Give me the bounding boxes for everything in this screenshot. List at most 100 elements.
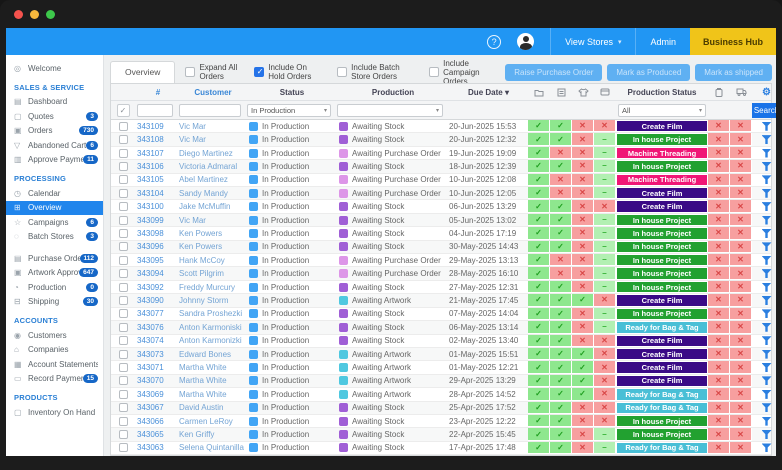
sidebar-item-calendar[interactable]: ◷ Calendar	[6, 186, 103, 201]
sidebar-item-shipping[interactable]: ⊟ Shipping 30	[6, 295, 103, 310]
row-checkbox[interactable]	[118, 443, 128, 453]
filter-icon[interactable]	[761, 416, 772, 426]
order-number-link[interactable]: 343107	[137, 148, 164, 158]
table-row[interactable]: 343094 Scott Pilgrim In Production Awaiting…	[111, 267, 772, 281]
order-number-link[interactable]: 343104	[137, 188, 164, 198]
filter-icon[interactable]	[761, 309, 772, 319]
filter-icon[interactable]	[761, 135, 772, 145]
view-stores-menu[interactable]: View Stores ▾	[550, 28, 635, 55]
table-row[interactable]: 343107 Diego Martinez In Production Awaitin…	[111, 146, 772, 161]
tab-overview[interactable]: Overview	[110, 61, 176, 83]
order-number-link[interactable]: 343076	[137, 322, 164, 332]
row-checkbox[interactable]	[118, 363, 128, 373]
customer-link[interactable]: Sandy Mandy	[179, 188, 228, 198]
table-row[interactable]: 343066 Carmen LeRoy In Production Awaiting …	[111, 414, 772, 429]
header-customer[interactable]: Customer	[194, 87, 232, 97]
row-checkbox[interactable]	[118, 215, 128, 225]
customer-link[interactable]: Martha White	[179, 363, 227, 373]
customer-link[interactable]: Martha White	[179, 376, 227, 386]
customer-filter-input[interactable]	[179, 103, 241, 117]
customer-link[interactable]: Anton Karmonizki	[179, 336, 242, 346]
order-number-link[interactable]: 343066	[137, 416, 164, 426]
row-checkbox[interactable]	[118, 148, 128, 158]
row-checkbox[interactable]	[118, 228, 128, 238]
order-number-link[interactable]: 343099	[137, 215, 164, 225]
checkbox-expand-all-orders[interactable]: Expand All Orders	[185, 63, 242, 81]
order-number-link[interactable]: 343073	[137, 349, 164, 359]
mark-as-produced-button[interactable]: Mark as Produced	[607, 63, 691, 81]
checkbox-include-on-hold-orders[interactable]: Include On Hold Orders	[254, 63, 325, 81]
document-icon[interactable]	[550, 88, 572, 97]
customer-link[interactable]: Jake McMuffin	[179, 202, 231, 212]
customer-link[interactable]: Carmen LeRoy	[179, 416, 233, 426]
header-production-status[interactable]: Production Status	[627, 87, 697, 97]
row-checkbox[interactable]	[118, 121, 128, 131]
raise-purchase-order-button[interactable]: Raise Purchase Order	[505, 63, 603, 81]
row-checkbox[interactable]	[118, 309, 128, 319]
filter-icon[interactable]	[761, 175, 772, 185]
order-number-link[interactable]: 343109	[137, 121, 164, 131]
order-number-link[interactable]: 343069	[137, 389, 164, 399]
order-number-link[interactable]: 343074	[137, 336, 164, 346]
row-checkbox[interactable]	[118, 336, 128, 346]
order-number-link[interactable]: 343095	[137, 255, 164, 265]
sidebar-item-record-payments[interactable]: ▭ Record Payments15	[6, 372, 103, 387]
table-row[interactable]: 343092 Freddy Murcury In Production Awaitin…	[111, 280, 772, 295]
row-checkbox[interactable]	[118, 282, 128, 292]
table-row[interactable]: 343099 Vic Mar In Production Awaiting Stock…	[111, 213, 772, 228]
row-checkbox[interactable]	[118, 202, 128, 212]
sidebar-item-companies[interactable]: ⌂ Companies	[6, 343, 103, 358]
customer-link[interactable]: Ken Powers	[179, 228, 223, 238]
row-checkbox[interactable]	[118, 242, 128, 252]
checkbox-box[interactable]	[337, 67, 348, 77]
order-number-link[interactable]: 343096	[137, 242, 164, 252]
row-checkbox[interactable]	[118, 322, 128, 332]
table-row[interactable]: 343069 Martha White In Production Awaiting …	[111, 388, 772, 402]
sidebar-item-batch-stores[interactable]: ◌ Batch Stores 3	[6, 230, 103, 245]
order-number-link[interactable]: 343098	[137, 228, 164, 238]
close-window-button[interactable]	[14, 10, 23, 19]
table-row[interactable]: 343098 Ken Powers In Production Awaiting St…	[111, 227, 772, 241]
table-row[interactable]: 343077 Sandra Proshezki In Production Await…	[111, 307, 772, 322]
customer-link[interactable]: Victoria Admaral	[179, 161, 238, 171]
checkbox-box[interactable]	[254, 67, 265, 77]
customer-link[interactable]: Diego Martinez	[179, 148, 233, 158]
order-number-link[interactable]: 343108	[137, 135, 164, 145]
row-checkbox[interactable]	[118, 188, 128, 198]
folder-icon[interactable]	[528, 88, 550, 97]
table-row[interactable]: 343108 Vic Mar In Production Awaiting Stock…	[111, 133, 772, 147]
id-filter-input[interactable]	[137, 103, 173, 117]
order-number-link[interactable]: 343092	[137, 282, 164, 292]
checkbox-include-campaign-orders[interactable]: Include Campaign Orders	[429, 59, 505, 86]
order-number-link[interactable]: 343105	[137, 175, 164, 185]
table-row[interactable]: 343063 Selena Quintanilla In Production Awa…	[111, 441, 772, 456]
sidebar-item-purchase-orders[interactable]: ▤ Purchase Orders112	[6, 251, 103, 266]
order-number-link[interactable]: 343090	[137, 295, 164, 305]
card-icon[interactable]	[594, 88, 616, 96]
filter-icon[interactable]	[761, 389, 772, 399]
shirt-icon[interactable]	[572, 87, 594, 97]
table-row[interactable]: 343109 Vic Mar In Production Awaiting Stock…	[111, 120, 772, 134]
production-filter-select[interactable]: ▾	[337, 103, 443, 117]
table-row[interactable]: 343065 Ken Griffy In Production Awaiting St…	[111, 428, 772, 442]
customer-link[interactable]: Anton Karmoniski	[179, 322, 242, 332]
row-checkbox[interactable]	[118, 175, 128, 185]
customer-link[interactable]: Freddy Murcury	[179, 282, 236, 292]
status-filter-select[interactable]: In Production ▾	[247, 103, 331, 117]
customer-link[interactable]: Martha White	[179, 389, 227, 399]
customer-link[interactable]: Ken Griffy	[179, 430, 215, 440]
filter-icon[interactable]	[761, 188, 772, 198]
table-row[interactable]: 343106 Victoria Admaral In Production Await…	[111, 160, 772, 174]
table-row[interactable]: 343071 Martha White In Production Awaiting …	[111, 361, 772, 375]
filter-icon[interactable]	[761, 349, 772, 359]
avatar[interactable]	[517, 33, 535, 50]
customer-link[interactable]: Selena Quintanilla	[179, 443, 244, 453]
sidebar-item-customers[interactable]: ◉ Customers	[6, 328, 103, 343]
customer-link[interactable]: Vic Mar	[179, 135, 206, 145]
table-row[interactable]: 343104 Sandy Mandy In Production Awaiting P…	[111, 187, 772, 201]
filter-icon[interactable]	[761, 430, 772, 440]
header-status[interactable]: Status	[279, 87, 305, 97]
header-production[interactable]: Production	[371, 87, 415, 97]
sidebar-item-abandoned-carts[interactable]: ▽ Abandoned Carts 6	[6, 138, 103, 153]
table-row[interactable]: 343076 Anton Karmoniski In Production Await…	[111, 321, 772, 335]
